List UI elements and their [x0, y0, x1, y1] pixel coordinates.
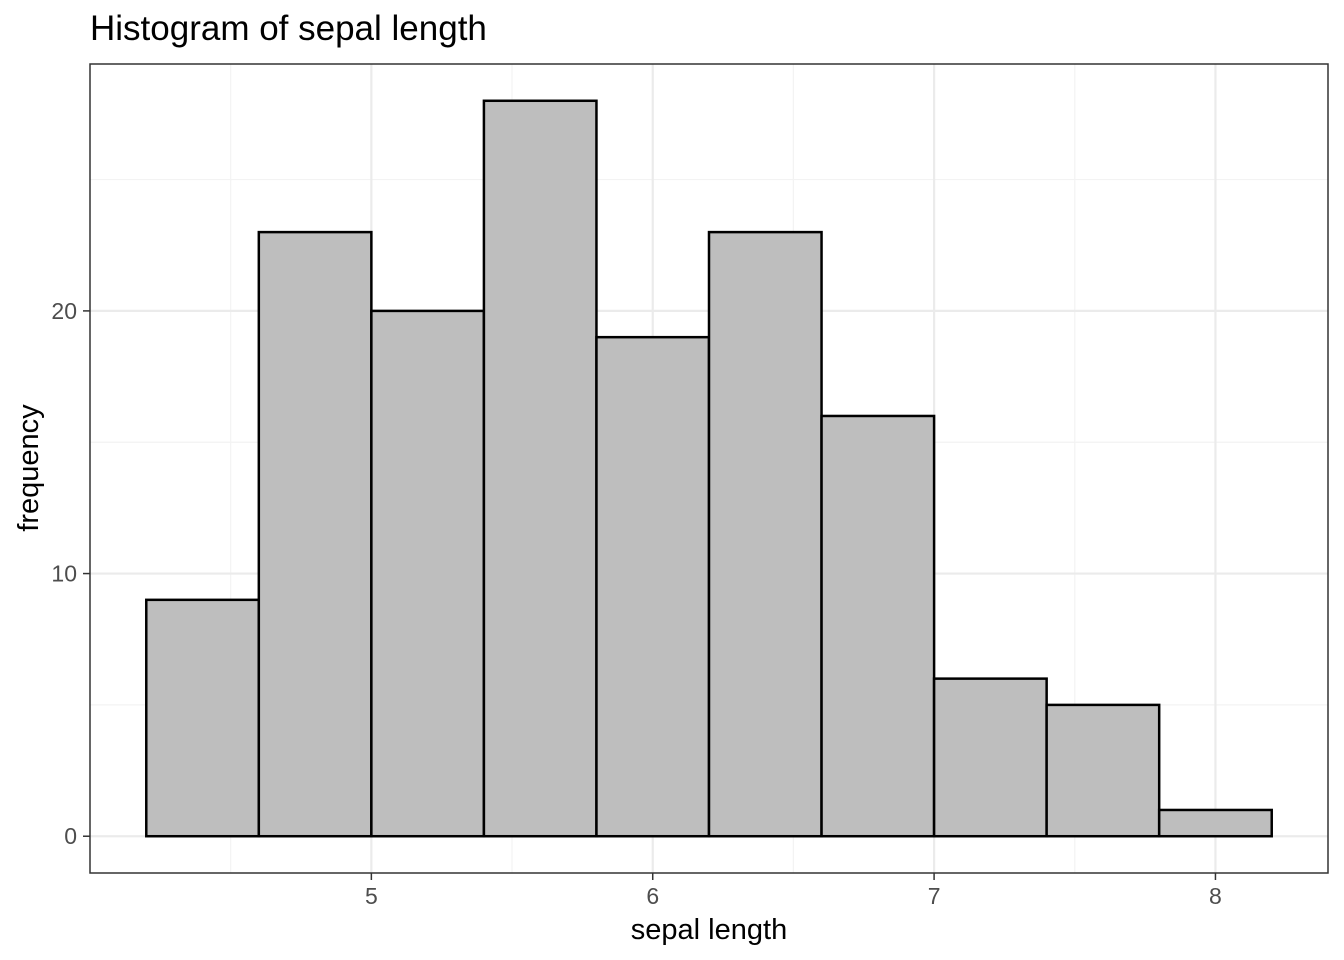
plot-panel-border — [89, 63, 1329, 874]
x-tick-label: 5 — [365, 883, 378, 909]
x-tick-label: 8 — [1209, 883, 1222, 909]
histogram-bars — [145, 99, 1273, 838]
y-tick-label: 20 — [51, 298, 77, 324]
y-tick-label: 0 — [64, 823, 77, 849]
histogram-bar — [145, 598, 261, 838]
y-tick-label: 10 — [51, 561, 77, 587]
x-tick-label: 7 — [928, 883, 941, 909]
histogram-bar — [707, 230, 823, 838]
y-axis-label: frequency — [13, 404, 45, 532]
histogram-bar — [482, 99, 598, 838]
histogram-bar — [1045, 703, 1161, 838]
y-axis-ticks: 0 10 20 — [51, 298, 90, 849]
x-axis-ticks: 5 6 7 8 — [365, 873, 1222, 909]
chart-title: Histogram of sepal length — [90, 9, 487, 48]
histogram-bar — [932, 677, 1048, 838]
histogram-bar — [370, 309, 486, 838]
histogram-bar — [257, 230, 373, 838]
x-axis-label: sepal length — [631, 914, 787, 946]
histogram-bar — [820, 414, 936, 838]
x-tick-label: 6 — [646, 883, 659, 909]
histogram-bar — [1157, 808, 1273, 838]
histogram-bar — [595, 335, 711, 838]
